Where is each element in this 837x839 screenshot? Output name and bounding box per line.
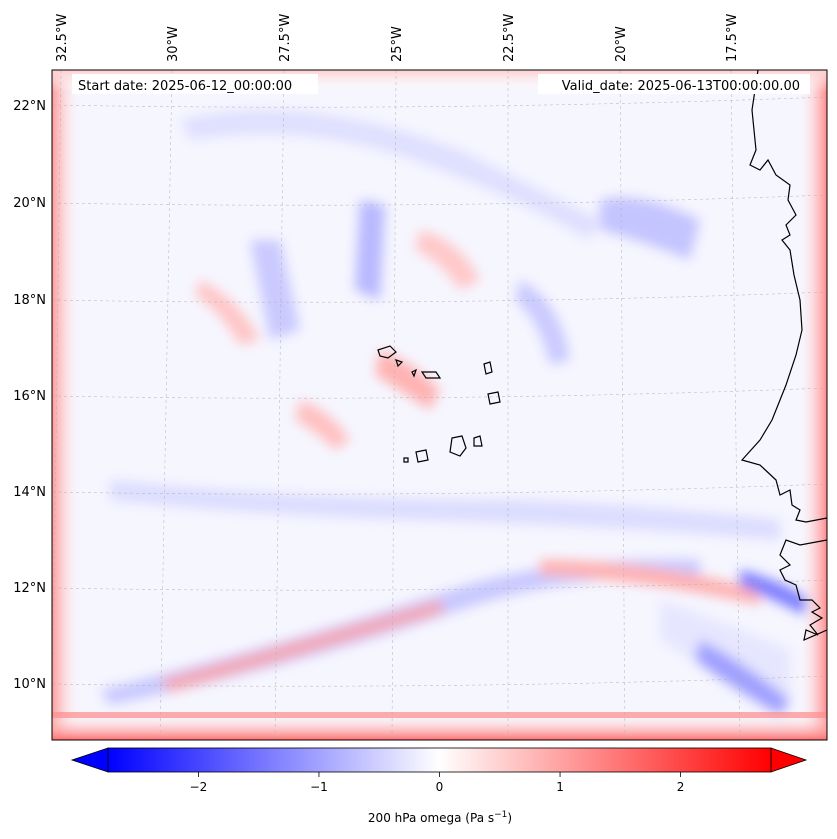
colorbar-extend-low: [70, 747, 109, 773]
lon-label: 32.5°W: [55, 14, 70, 62]
lat-label: 10°N: [13, 677, 46, 692]
lat-label: 20°N: [13, 196, 46, 211]
colorbar-tick-label: −2: [190, 780, 208, 794]
lon-label: 30°W: [166, 26, 181, 62]
lat-label: 12°N: [13, 581, 46, 596]
colorbar-extend-high: [770, 747, 808, 773]
lat-label: 18°N: [13, 293, 46, 308]
colorbar-tick-label: 2: [677, 780, 685, 794]
lat-label: 14°N: [13, 485, 46, 500]
colorbar-tick-label: 0: [436, 780, 444, 794]
coastline-west-africa: [740, 69, 828, 642]
map-frame: [51, 69, 828, 741]
longitude-axis: 32.5°W 30°W 27.5°W 25°W 22.5°W 20°W 17.5…: [55, 14, 740, 62]
colorbar-tick-label: 1: [556, 780, 564, 794]
lat-label: 22°N: [13, 99, 46, 114]
map-panel: Start date: 2025-06-12_00:00:00 Valid_da…: [51, 69, 828, 741]
latitude-axis: 22°N 20°N 18°N 16°N 14°N 12°N 10°N: [13, 99, 46, 692]
colorbar-label: 200 hPa omega (Pa s−1): [368, 810, 512, 825]
start-date-box: [72, 74, 318, 94]
lon-label: 25°W: [390, 26, 405, 62]
colorbar-ticks: −2 −1 0 1 2: [190, 772, 685, 794]
lat-label: 16°N: [13, 389, 46, 404]
lon-label: 27.5°W: [278, 14, 293, 62]
valid-date-label: Valid_date: 2025-06-13T00:00:00.00: [562, 79, 800, 94]
lon-label: 22.5°W: [502, 14, 517, 62]
colorbar-gradient: [107, 747, 772, 773]
gridlines: [51, 69, 828, 741]
cabo-verde-islands: [377, 345, 501, 463]
lon-label: 20°W: [614, 26, 629, 62]
valid-date-box: [538, 74, 810, 94]
colorbar: −2 −1 0 1 2 200 hPa omega (Pa s−1): [70, 747, 808, 825]
colorbar-tick-label: −1: [310, 780, 328, 794]
start-date-label: Start date: 2025-06-12_00:00:00: [78, 79, 292, 94]
lon-label: 17.5°W: [725, 14, 740, 62]
